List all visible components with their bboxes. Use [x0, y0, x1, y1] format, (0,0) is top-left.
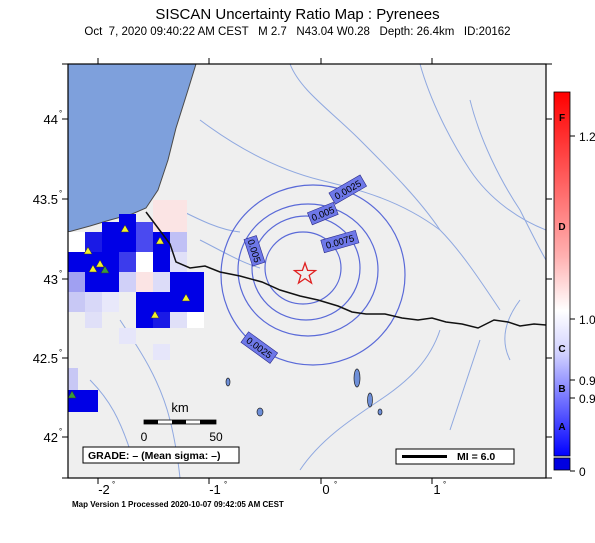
colorbar: F D C B A 1.2 1.0 0.9 0.9 0	[553, 91, 595, 479]
scalebar-unit: km	[171, 400, 188, 415]
mi-legend: MI = 6.0	[395, 448, 515, 465]
station-marker	[120, 224, 130, 233]
border-line	[145, 211, 546, 329]
station-marker	[68, 390, 77, 399]
colorbar-value: 1.2	[579, 130, 595, 144]
scalebar-tick: 0	[141, 430, 148, 444]
lon-label: -1	[209, 482, 221, 497]
lat-label: 44	[44, 112, 58, 127]
station-marker	[150, 310, 160, 319]
colorbar-letter: A	[558, 422, 565, 433]
colorbar-value: 0.9	[579, 374, 595, 388]
svg-text:°: °	[443, 480, 446, 489]
lat-labels: 44 43.5 43 42.5 42	[33, 112, 58, 445]
station-marker	[155, 236, 165, 245]
colorbar-letter: C	[558, 344, 565, 355]
lon-labels: -2 -1 0 1	[98, 482, 440, 497]
epicenter-star[interactable]	[292, 261, 318, 285]
scalebar-tick: 50	[209, 430, 223, 444]
scale-bar: km 0 50	[141, 400, 223, 444]
event-subtitle: Oct 7, 2020 09:40:22 AM CEST M 2.7 N43.0…	[84, 26, 511, 38]
svg-text:°: °	[59, 348, 62, 357]
coastline	[68, 64, 197, 233]
svg-text:°: °	[59, 427, 62, 436]
colorbar-letter: B	[558, 384, 565, 395]
map-frame	[67, 63, 547, 479]
lon-label: 1	[433, 482, 440, 497]
station-marker	[95, 259, 105, 268]
lakes	[225, 368, 383, 417]
lat-label: 43	[44, 272, 58, 287]
svg-text:°: °	[112, 480, 115, 489]
map-title: SISCAN Uncertainty Ratio Map : Pyrenees	[155, 6, 440, 23]
svg-text:°: °	[59, 189, 62, 198]
grade-text: GRADE: – (Mean sigma: –)	[88, 450, 220, 462]
colorbar-letter: D	[558, 222, 565, 233]
colorbar-letter: F	[559, 113, 565, 124]
lat-label: 42.5	[33, 351, 58, 366]
map-canvas[interactable]: 0.0025 0.005 0.0075 0.005 0.0025	[68, 64, 546, 478]
processed-footer: Map Version 1 Processed 2020-10-07 09:42…	[72, 500, 284, 509]
svg-text:°: °	[224, 480, 227, 489]
station-marker	[88, 264, 98, 273]
colorbar-value: 0.9	[579, 392, 595, 406]
colorbar-value: 0	[579, 465, 586, 479]
station-marker	[181, 293, 191, 302]
lon-label: 0	[322, 482, 329, 497]
stations	[68, 224, 191, 399]
mi-legend-text: MI = 6.0	[457, 451, 495, 463]
station-marker	[83, 246, 93, 255]
station-marker	[100, 265, 110, 274]
lat-label: 43.5	[33, 192, 58, 207]
svg-text:°: °	[59, 269, 62, 278]
lon-label: -2	[98, 482, 110, 497]
contours	[220, 184, 406, 366]
colorbar-value: 1.0	[579, 313, 595, 327]
svg-text:°: °	[59, 109, 62, 118]
frame-ticks	[62, 58, 552, 484]
lat-label: 42	[44, 430, 58, 445]
svg-text:°: °	[334, 480, 337, 489]
uncertainty-grid	[68, 200, 204, 412]
grade-box: GRADE: – (Mean sigma: –)	[82, 446, 240, 464]
ocean-area	[68, 64, 196, 232]
